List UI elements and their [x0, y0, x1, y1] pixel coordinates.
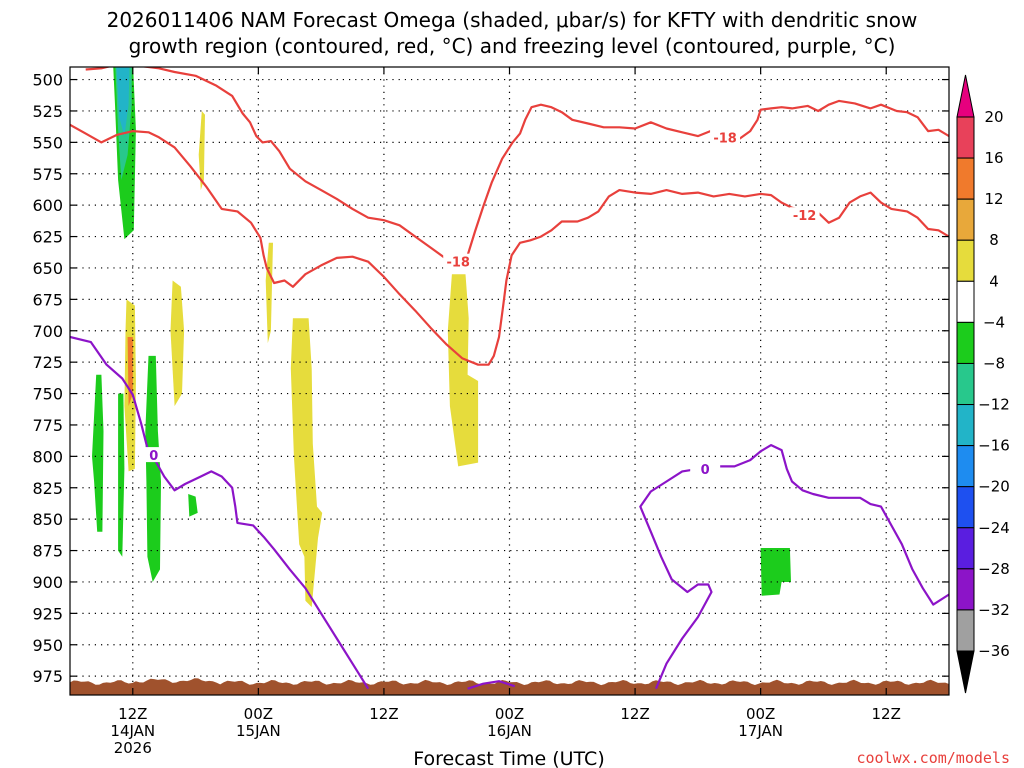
- xtick-label-18-0: 00Z: [244, 705, 273, 723]
- colorbar-label-0: 20: [984, 108, 1003, 126]
- omega-region-14: [760, 548, 791, 596]
- colorbar-swatch-11: [956, 568, 975, 611]
- colorbar-label-5: −4: [983, 313, 1005, 331]
- colorbar-label-8: −16: [978, 437, 1010, 455]
- omega-region-13: [188, 494, 198, 517]
- colorbar-swatch-0: [956, 116, 975, 159]
- colorbar-label-9: −20: [978, 478, 1010, 496]
- colorbar-swatch-12: [956, 609, 975, 652]
- contour-label-bg-0-0: [138, 447, 169, 463]
- colorbar-swatch-8: [956, 445, 975, 488]
- contour-label-bg--18-1: [710, 129, 741, 145]
- credit-link[interactable]: coolwx.com/models: [856, 749, 1010, 767]
- xtick-label-6-1: 14JAN: [110, 722, 155, 740]
- ytick-label-625: 625: [32, 228, 63, 247]
- colorbar-label-2: 12: [984, 190, 1003, 208]
- xtick-label-54-0: 12Z: [620, 705, 649, 723]
- xtick-label-66-0: 00Z: [746, 705, 775, 723]
- colorbar-label-6: −8: [983, 354, 1005, 372]
- omega-region-8: [290, 318, 323, 608]
- colorbar: 20 16 12 8 4 −4 −8 −12 −16 −20 −24 −28 −32 −36: [956, 74, 1010, 694]
- omega-region-4: [265, 242, 273, 344]
- colorbar-swatch-5: [956, 321, 975, 364]
- colorbar-label-10: −24: [978, 519, 1010, 537]
- ytick-label-925: 925: [32, 604, 63, 623]
- xtick-label-42-1: 16JAN: [487, 722, 532, 740]
- xtick-label-42-0: 00Z: [495, 705, 524, 723]
- colorbar-swatch-7: [956, 404, 975, 447]
- ytick-label-750: 750: [32, 385, 63, 404]
- xtick-label-78-0: 12Z: [872, 705, 901, 723]
- omega-region-9: [447, 274, 479, 467]
- xtick-label-6-2: 2026: [114, 739, 152, 757]
- title-line-2: growth region (contoured, red, °C) and f…: [129, 34, 896, 58]
- xtick-label-30-0: 12Z: [369, 705, 398, 723]
- colorbar-label-11: −28: [978, 560, 1010, 578]
- title-line-1: 2026011406 NAM Forecast Omega (shaded, μ…: [107, 8, 918, 32]
- ytick-label-550: 550: [32, 133, 63, 152]
- omega-region-3: [198, 111, 205, 191]
- ytick-label-700: 700: [32, 322, 63, 341]
- plot-content: -18 -18 -12 0 0: [70, 67, 949, 695]
- omega-region-10: [92, 374, 104, 532]
- ytick-label-650: 650: [32, 259, 63, 278]
- colorbar-swatch-10: [956, 527, 975, 570]
- x-axis-title: Forecast Time (UTC): [413, 748, 604, 768]
- colorbar-label-13: −36: [978, 642, 1010, 660]
- contour-label--18-1: -18: [713, 131, 737, 146]
- contour-label-bg--18-0: [443, 253, 474, 269]
- colorbar-swatch-1: [956, 157, 975, 200]
- ytick-label-975: 975: [32, 667, 63, 686]
- ytick-label-900: 900: [32, 573, 63, 592]
- contour-label--18-0: -18: [446, 256, 470, 271]
- ytick-label-950: 950: [32, 636, 63, 655]
- contour-0-seg-2: [639, 444, 949, 690]
- colorbar-swatch-4: [956, 280, 975, 323]
- contour-label-0-1: 0: [701, 463, 710, 478]
- colorbar-swatch-2: [956, 198, 975, 241]
- colorbar-swatch-6: [956, 362, 975, 406]
- xtick-label-6-0: 12Z: [118, 705, 147, 723]
- ytick-label-850: 850: [32, 510, 63, 529]
- omega-region-5: [170, 280, 185, 407]
- xtick-label-66-1: 17JAN: [738, 722, 783, 740]
- ytick-label-575: 575: [32, 165, 63, 184]
- colorbar-bottom-arrow: [956, 650, 975, 694]
- colorbar-label-4: 4: [989, 272, 999, 290]
- contour-0-seg-0: [70, 335, 370, 690]
- colorbar-label-3: 8: [989, 231, 999, 249]
- colorbar-label-1: 16: [984, 149, 1003, 167]
- omega-region-12: [145, 355, 161, 582]
- ytick-label-825: 825: [32, 479, 63, 498]
- contour-label-bg--12-0: [789, 207, 820, 223]
- colorbar-top-arrow: [956, 74, 975, 118]
- contour-0-seg-1: [467, 680, 516, 690]
- ytick-label-500: 500: [32, 71, 63, 90]
- y-axis: 500 525 550 575 600 625 650 675 700 725 750 775 800 8…: [32, 71, 949, 686]
- ytick-label-725: 725: [32, 353, 63, 372]
- colorbar-swatch-9: [956, 486, 975, 529]
- omega-region-11: [118, 393, 125, 557]
- ytick-label-600: 600: [32, 196, 63, 215]
- omega-region-2: [116, 67, 130, 137]
- ytick-label-525: 525: [32, 102, 63, 121]
- colorbar-label-7: −12: [978, 396, 1010, 414]
- colorbar-swatch-3: [956, 239, 975, 282]
- terrain-fill: [70, 678, 949, 695]
- ytick-label-775: 775: [32, 416, 63, 435]
- contour-label-bg-0-1: [690, 460, 721, 476]
- contour-label-0-0: 0: [149, 449, 158, 464]
- ytick-label-800: 800: [32, 447, 63, 466]
- contour--18-seg-0: [85, 67, 949, 268]
- xtick-label-18-1: 15JAN: [236, 722, 281, 740]
- plot-area: -18 -18 -12 0 0: [69, 66, 950, 696]
- ytick-label-675: 675: [32, 290, 63, 309]
- ytick-label-875: 875: [32, 542, 63, 561]
- colorbar-label-12: −32: [978, 601, 1010, 619]
- contour-label--12-0: -12: [793, 209, 817, 224]
